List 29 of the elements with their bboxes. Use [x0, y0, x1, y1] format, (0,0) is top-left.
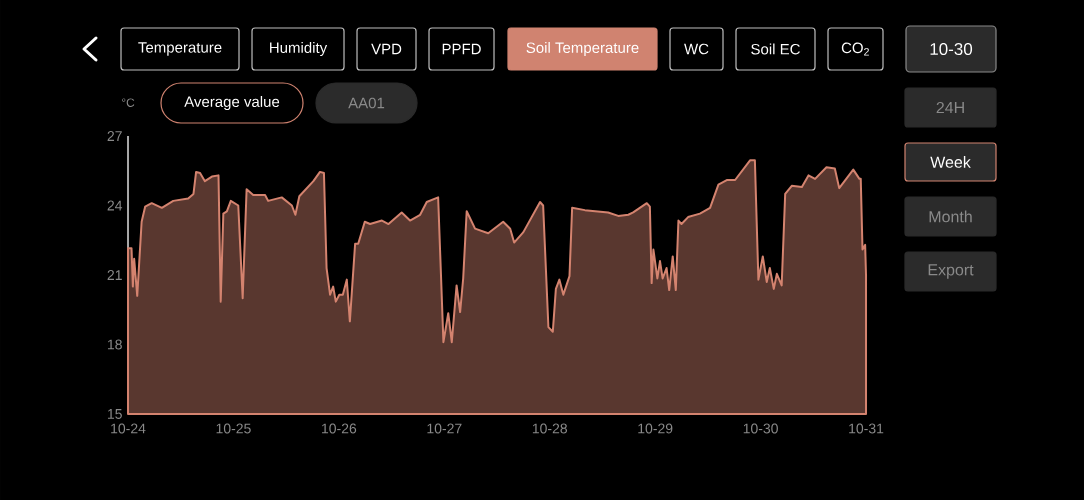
text: WC	[684, 43, 709, 55]
text: Export	[928, 264, 974, 279]
text: CO$_{2}$	[841, 42, 869, 56]
x-tick-label: 10-27	[427, 423, 462, 434]
x-tick-label: 10-31	[849, 423, 884, 434]
x-tick-label: 10-24	[111, 423, 146, 434]
x-tick-label: 10-26	[322, 423, 357, 434]
text: Average value	[184, 96, 280, 110]
text: Soil Temperature	[526, 42, 639, 56]
x-tick-label: 10-30	[743, 423, 778, 434]
text: AA01	[348, 97, 385, 109]
text: Week	[930, 156, 971, 168]
text: Soil EC	[751, 43, 800, 55]
y-tick-label: 18	[107, 339, 122, 350]
y-tick-label: 27	[107, 131, 122, 141]
y-axis-title: °C	[122, 98, 135, 107]
y-tick-label: 21	[107, 270, 122, 280]
x-tick-label: 10-25	[216, 423, 251, 434]
text: Temperature	[138, 42, 222, 56]
x-tick-label: 10-29	[638, 423, 673, 434]
text: Humidity	[270, 42, 328, 56]
x-tick-label: 10-28	[532, 423, 568, 434]
text: Month	[929, 210, 972, 223]
y-tick-label: 15	[107, 409, 122, 419]
text: 10-30	[930, 42, 973, 56]
y-tick-label: 24	[107, 200, 123, 211]
text: 24H	[936, 101, 964, 114]
text: VPD	[371, 43, 402, 55]
text: PPFD	[442, 43, 481, 55]
